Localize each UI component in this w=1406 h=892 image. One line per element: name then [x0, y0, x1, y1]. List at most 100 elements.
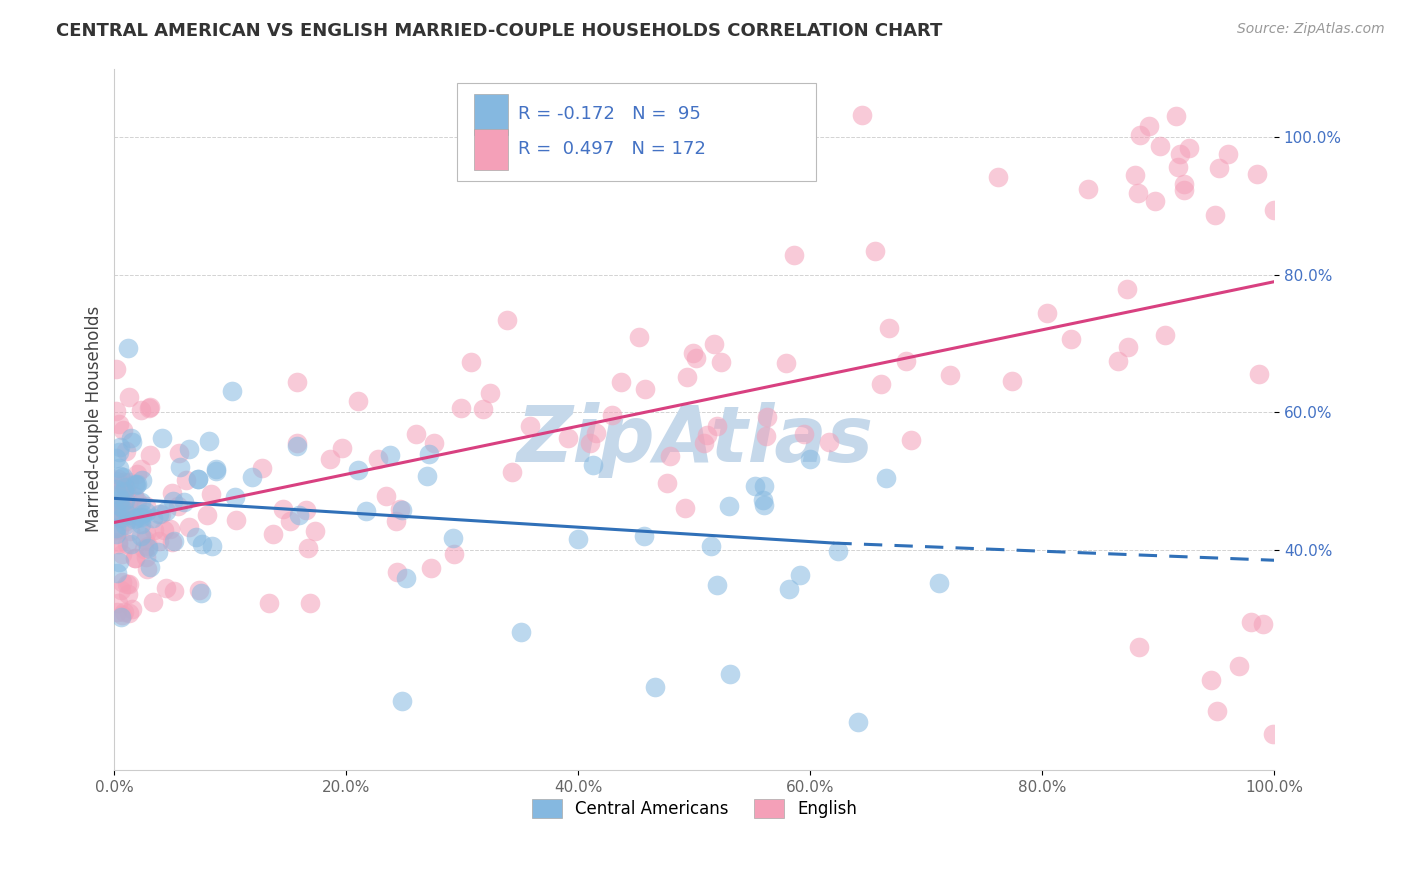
Text: Source: ZipAtlas.com: Source: ZipAtlas.com — [1237, 22, 1385, 37]
Point — [1107, 353, 1129, 368]
Point — [184, 530, 207, 544]
Point — [304, 524, 326, 538]
Point — [111, 500, 134, 515]
Point — [330, 441, 353, 455]
Point — [557, 431, 579, 445]
Point — [1208, 161, 1230, 176]
Point — [501, 466, 523, 480]
FancyBboxPatch shape — [457, 83, 815, 181]
Point — [676, 369, 699, 384]
Point — [1129, 128, 1152, 142]
Point — [139, 400, 162, 414]
Point — [221, 384, 243, 398]
Point — [706, 578, 728, 592]
Point — [112, 475, 135, 489]
Point — [112, 500, 135, 515]
Point — [173, 495, 195, 509]
Point — [1077, 182, 1099, 196]
Point — [1116, 340, 1139, 354]
Point — [163, 584, 186, 599]
Point — [118, 390, 141, 404]
Point — [107, 487, 129, 501]
Point — [143, 523, 166, 537]
Point — [519, 418, 541, 433]
Point — [107, 472, 129, 486]
Point — [257, 596, 280, 610]
Point — [167, 499, 190, 513]
Point — [875, 470, 897, 484]
Point — [692, 436, 714, 450]
Point — [162, 535, 184, 549]
Point — [818, 434, 841, 449]
Y-axis label: Married-couple Households: Married-couple Households — [86, 306, 103, 533]
Point — [1128, 640, 1150, 654]
Point — [205, 463, 228, 477]
Point — [111, 477, 134, 491]
Point — [938, 368, 960, 382]
Point — [285, 436, 308, 450]
Point — [108, 499, 131, 513]
Point — [105, 605, 128, 619]
Point — [132, 542, 155, 557]
Text: ZipAtlas: ZipAtlas — [516, 402, 873, 478]
Point — [250, 460, 273, 475]
Point — [162, 493, 184, 508]
Point — [879, 321, 901, 335]
Point — [600, 408, 623, 422]
Point — [135, 549, 157, 564]
Point — [1216, 147, 1239, 161]
Point — [628, 330, 651, 344]
Point — [510, 625, 533, 640]
Point — [179, 442, 201, 456]
Point — [1126, 186, 1149, 200]
Point — [115, 483, 138, 498]
Point — [297, 541, 319, 555]
Point — [104, 526, 127, 541]
Point — [634, 383, 657, 397]
Point — [755, 410, 778, 425]
Point — [149, 508, 172, 522]
Point — [111, 547, 134, 561]
Point — [108, 555, 131, 569]
Point — [110, 510, 132, 524]
Point — [240, 469, 263, 483]
Point — [827, 544, 849, 558]
Point — [190, 586, 212, 600]
Point — [117, 508, 139, 523]
Point — [863, 244, 886, 259]
Point — [135, 500, 157, 514]
Point — [418, 447, 440, 461]
Point — [110, 469, 132, 483]
Point — [104, 524, 127, 538]
Legend: Central Americans, English: Central Americans, English — [524, 792, 863, 825]
Point — [198, 434, 221, 448]
Point — [354, 504, 377, 518]
Point — [1204, 208, 1226, 222]
Point — [121, 435, 143, 450]
Point — [367, 451, 389, 466]
Point — [673, 500, 696, 515]
Point — [148, 533, 170, 548]
Point — [112, 483, 135, 498]
Text: R =  0.497   N = 172: R = 0.497 N = 172 — [517, 140, 706, 158]
Point — [1201, 673, 1223, 687]
Point — [703, 336, 725, 351]
Point — [136, 541, 159, 555]
FancyBboxPatch shape — [474, 128, 508, 170]
Point — [118, 508, 141, 522]
Point — [778, 582, 800, 596]
Point — [129, 528, 152, 542]
Point — [299, 596, 322, 610]
Point — [127, 467, 149, 482]
Point — [1166, 109, 1188, 123]
Point — [124, 550, 146, 565]
Point — [127, 477, 149, 491]
Point — [169, 460, 191, 475]
Point — [395, 571, 418, 585]
Point — [288, 508, 311, 523]
Point — [160, 485, 183, 500]
Point — [104, 474, 127, 488]
Point — [1227, 658, 1250, 673]
Point — [110, 610, 132, 624]
Point — [111, 575, 134, 590]
